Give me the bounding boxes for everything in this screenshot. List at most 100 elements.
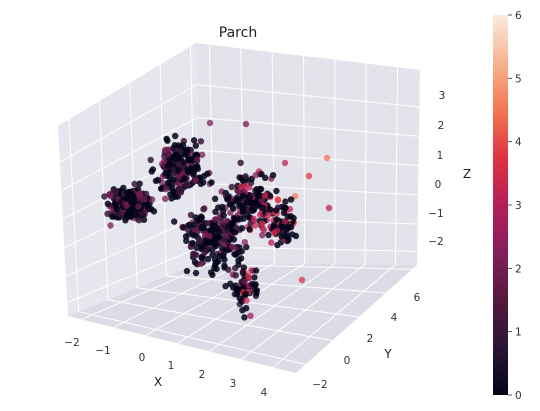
scatter-point (246, 225, 253, 233)
scatter-point (189, 240, 196, 247)
scatter-point (167, 191, 174, 198)
colorbar-tick-label: 1 (515, 327, 522, 339)
scatter-point (175, 161, 182, 168)
x-axis-label: X (154, 375, 162, 389)
colorbar-tick-label: 4 (515, 137, 522, 149)
scatter-point (242, 290, 249, 298)
scatter-point (281, 159, 289, 167)
scatter-point (104, 210, 111, 217)
scatter-point (192, 177, 199, 184)
scatter-point (253, 290, 260, 297)
scatter-point (241, 314, 248, 321)
scatter-point (198, 151, 206, 158)
scatter-point (182, 233, 190, 240)
y-tick-label: −2 (312, 379, 327, 391)
scatter-point (197, 260, 205, 268)
scatter-point (171, 218, 178, 225)
scatter-point (221, 256, 228, 263)
scatter-point (147, 156, 154, 164)
gridline (198, 149, 419, 167)
scatter-point (204, 238, 212, 245)
scatter-point (269, 172, 277, 179)
scatter-point (249, 280, 256, 288)
scatter-point (122, 195, 129, 203)
scatter-point (235, 286, 242, 293)
scatter-point (112, 188, 119, 195)
z-tick-label: 2 (438, 120, 445, 132)
scatter-point (181, 159, 188, 166)
scatter-point (267, 206, 274, 213)
scatter-point (229, 243, 236, 250)
scatter-point (162, 195, 169, 202)
scatter-point (228, 183, 235, 191)
scatter-point (127, 213, 134, 220)
gridline (68, 119, 80, 312)
scatter-point (152, 177, 160, 185)
x-tick-label: 0 (139, 352, 146, 364)
scatter-point (232, 272, 239, 279)
scatter-point (177, 189, 185, 196)
scatter-point (221, 262, 228, 269)
scatter-point (242, 182, 250, 190)
scatter-point (243, 305, 250, 312)
scatter-point (287, 196, 295, 203)
scatter-point (225, 266, 232, 273)
scatter-point (274, 196, 282, 203)
scatter-point (256, 192, 264, 199)
scatter-point (104, 200, 112, 207)
x-tick-labels: −2 −1 0 1 2 3 4 (64, 337, 267, 399)
y-tick-label: 6 (414, 292, 421, 304)
scatter-point (198, 254, 205, 262)
scatter-point (325, 204, 333, 212)
y-tick-label: 4 (391, 312, 398, 324)
scatter-point (237, 183, 245, 190)
colorbar-tick-label: 6 (515, 10, 522, 22)
scatter-point (273, 207, 280, 214)
y-tick-label: 2 (367, 333, 374, 345)
colorbar-tick-label: 3 (515, 200, 522, 212)
scatter-point (130, 193, 137, 200)
scatter-point (183, 181, 190, 189)
x-tick-label: 1 (168, 360, 175, 372)
scatter-point (161, 146, 169, 154)
scatter-point (198, 223, 206, 231)
scatter-point (214, 233, 221, 240)
scatter-point (220, 250, 227, 257)
colorbar-tick-label: 0 (515, 390, 522, 402)
scatter-point (194, 156, 201, 163)
scatter-point (273, 216, 280, 223)
scatter-point (190, 137, 198, 144)
scatter-point (109, 213, 116, 220)
scatter-point (208, 179, 215, 186)
gridline (272, 264, 396, 368)
gridline (61, 117, 198, 192)
scatter-point (186, 221, 193, 228)
scatter-point (143, 201, 150, 208)
gridline (113, 262, 245, 328)
scatter-point (136, 193, 143, 200)
scatter-point (259, 232, 266, 239)
scatter-point (235, 261, 242, 268)
scatter-point (259, 224, 266, 232)
gridline (107, 299, 333, 342)
scatter-point (235, 249, 242, 256)
scatter-point (240, 264, 248, 271)
colorbar-gradient (493, 15, 508, 395)
scatter-point (192, 142, 199, 149)
data-points (101, 119, 333, 321)
y-axis-label: Y (383, 347, 392, 361)
scatter-point (285, 224, 293, 231)
scatter-point (262, 192, 269, 199)
scatter-point (265, 231, 272, 239)
scatter-point (245, 273, 252, 280)
scatter-point (190, 232, 197, 239)
scatter-point (230, 236, 238, 243)
scatter-point (264, 212, 272, 219)
scatter-point (233, 197, 241, 204)
gridline (98, 101, 109, 300)
scatter-point (133, 211, 140, 218)
scatter-point (195, 216, 202, 223)
gridline (303, 55, 306, 264)
scatter-point (113, 206, 121, 213)
